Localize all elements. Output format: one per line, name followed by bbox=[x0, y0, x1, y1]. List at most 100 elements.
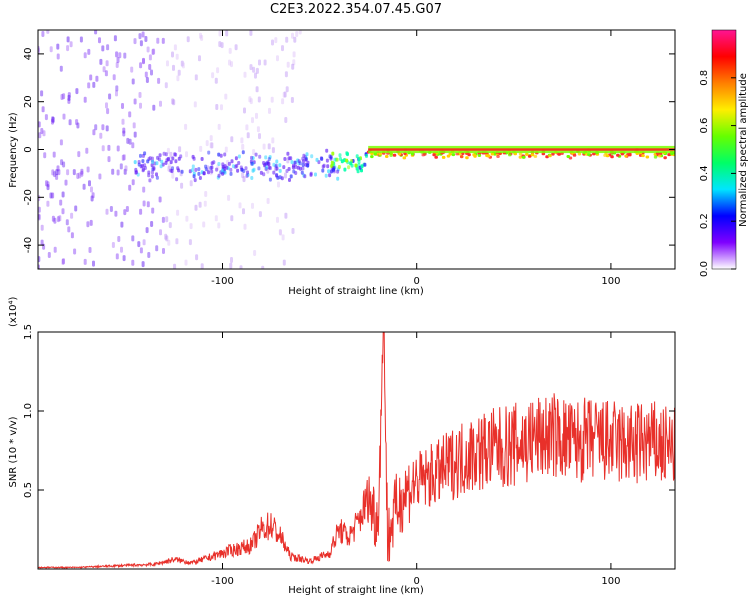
heatmap-cell bbox=[296, 165, 300, 170]
heatmap-cell bbox=[215, 167, 219, 172]
heatmap-cell bbox=[165, 158, 169, 163]
heatmap-cell bbox=[275, 173, 279, 178]
heatmap-cell bbox=[587, 153, 591, 157]
heatmap-cell bbox=[343, 167, 347, 172]
heatmap-cell bbox=[242, 176, 246, 183]
heatmap-cell bbox=[138, 92, 142, 98]
heatmap-cell bbox=[147, 252, 151, 258]
heatmap-cell bbox=[533, 154, 538, 158]
heatmap-cell bbox=[131, 259, 135, 266]
heatmap-cell bbox=[332, 167, 335, 172]
heatmap-cell bbox=[243, 107, 246, 114]
heatmap-cell bbox=[165, 216, 169, 223]
heatmap-cell bbox=[141, 159, 145, 164]
heatmap-cell bbox=[346, 152, 349, 157]
heatmap-cell bbox=[53, 246, 57, 253]
heatmap-cell bbox=[62, 161, 66, 168]
heatmap-cell bbox=[603, 153, 607, 157]
heatmap-cell bbox=[117, 236, 121, 242]
heatmap-cell bbox=[53, 171, 57, 178]
colorbar-label: Normalized spectral amplitude bbox=[738, 73, 749, 227]
heatmap-cell bbox=[459, 155, 464, 159]
heatmap-cell bbox=[38, 214, 41, 221]
heatmap-cell bbox=[142, 167, 145, 172]
heatmap-cell bbox=[169, 160, 173, 165]
heatmap-cell bbox=[92, 81, 96, 88]
heatmap-cell bbox=[57, 169, 61, 176]
heatmap-cell bbox=[139, 40, 143, 47]
heatmap-cell bbox=[330, 160, 334, 165]
heatmap-cell bbox=[58, 215, 62, 222]
heatmap-cell bbox=[290, 160, 294, 165]
heatmap-cell bbox=[204, 191, 208, 197]
heatmap-cell bbox=[301, 166, 305, 171]
heatmap-cell bbox=[300, 170, 304, 175]
heatmap-cell bbox=[244, 166, 248, 171]
heatmap-cell bbox=[180, 182, 184, 189]
heatmap-cell bbox=[87, 48, 91, 55]
heatmap-cell bbox=[98, 37, 101, 44]
heatmap-cell bbox=[49, 192, 53, 199]
heatmap-cell bbox=[113, 35, 117, 42]
spectrogram-ticks: -100 0 100 -40 -20 0 20 40 bbox=[23, 30, 675, 287]
heatmap-cell bbox=[357, 160, 361, 164]
heatmap-cell bbox=[51, 118, 54, 125]
heatmap-cell bbox=[242, 208, 245, 215]
heatmap-cell bbox=[281, 45, 284, 52]
heatmap-cell bbox=[143, 151, 147, 156]
heatmap-cell bbox=[141, 168, 145, 173]
heatmap-cell bbox=[158, 196, 162, 203]
heatmap-cell bbox=[139, 247, 143, 254]
heatmap-cell bbox=[124, 165, 128, 172]
heatmap-cell bbox=[211, 72, 215, 79]
heatmap-cell bbox=[218, 41, 222, 48]
heatmap-cell bbox=[70, 232, 74, 239]
heatmap-cell bbox=[185, 215, 189, 222]
heatmap-cell bbox=[88, 180, 91, 187]
heatmap-cell bbox=[180, 169, 184, 174]
heatmap-cell bbox=[245, 124, 249, 131]
heatmap-cell bbox=[67, 94, 71, 101]
heatmap-cell bbox=[175, 238, 179, 245]
heatmap-cell bbox=[40, 90, 44, 97]
heatmap-cell bbox=[60, 94, 64, 100]
heatmap-cell bbox=[218, 30, 222, 37]
heatmap-cell bbox=[184, 123, 188, 130]
heatmap-cell bbox=[331, 151, 335, 156]
heatmap-cell bbox=[324, 173, 328, 178]
heatmap-cell bbox=[253, 250, 257, 256]
heatmap-cell bbox=[268, 107, 271, 114]
heatmap-cell bbox=[83, 52, 87, 59]
heatmap-cell bbox=[139, 62, 143, 69]
heatmap-cell bbox=[303, 174, 307, 179]
heatmap-cell bbox=[270, 96, 274, 103]
y-tick-label: -40 bbox=[23, 237, 34, 253]
heatmap-cell bbox=[152, 104, 156, 111]
heatmap-cell bbox=[40, 224, 44, 231]
heatmap-cell bbox=[56, 43, 60, 50]
heatmap-cell bbox=[173, 44, 177, 51]
heatmap-cell bbox=[166, 60, 169, 67]
heatmap-cell bbox=[198, 176, 202, 180]
heatmap-cell bbox=[70, 212, 74, 219]
heatmap-cell bbox=[225, 30, 229, 37]
heatmap-cell bbox=[164, 152, 168, 157]
heatmap-cell bbox=[235, 163, 239, 168]
heatmap-cell bbox=[349, 161, 353, 166]
heatmap-cell bbox=[160, 159, 164, 164]
heatmap-cell bbox=[477, 154, 482, 157]
heatmap-cell bbox=[98, 173, 102, 180]
heatmap-cell bbox=[229, 171, 233, 176]
heatmap-cell bbox=[173, 263, 177, 269]
heatmap-cell bbox=[131, 235, 135, 242]
heatmap-cell bbox=[106, 108, 110, 115]
heatmap-cell bbox=[345, 158, 349, 163]
heatmap-cell bbox=[315, 157, 319, 162]
heatmap-cell bbox=[326, 164, 330, 169]
heatmap-cell bbox=[75, 119, 79, 126]
heatmap-cell bbox=[217, 173, 221, 178]
heatmap-cell bbox=[172, 64, 175, 71]
heatmap-cell bbox=[286, 61, 290, 68]
heatmap-cell bbox=[337, 165, 341, 169]
heatmap-cell bbox=[624, 154, 628, 158]
